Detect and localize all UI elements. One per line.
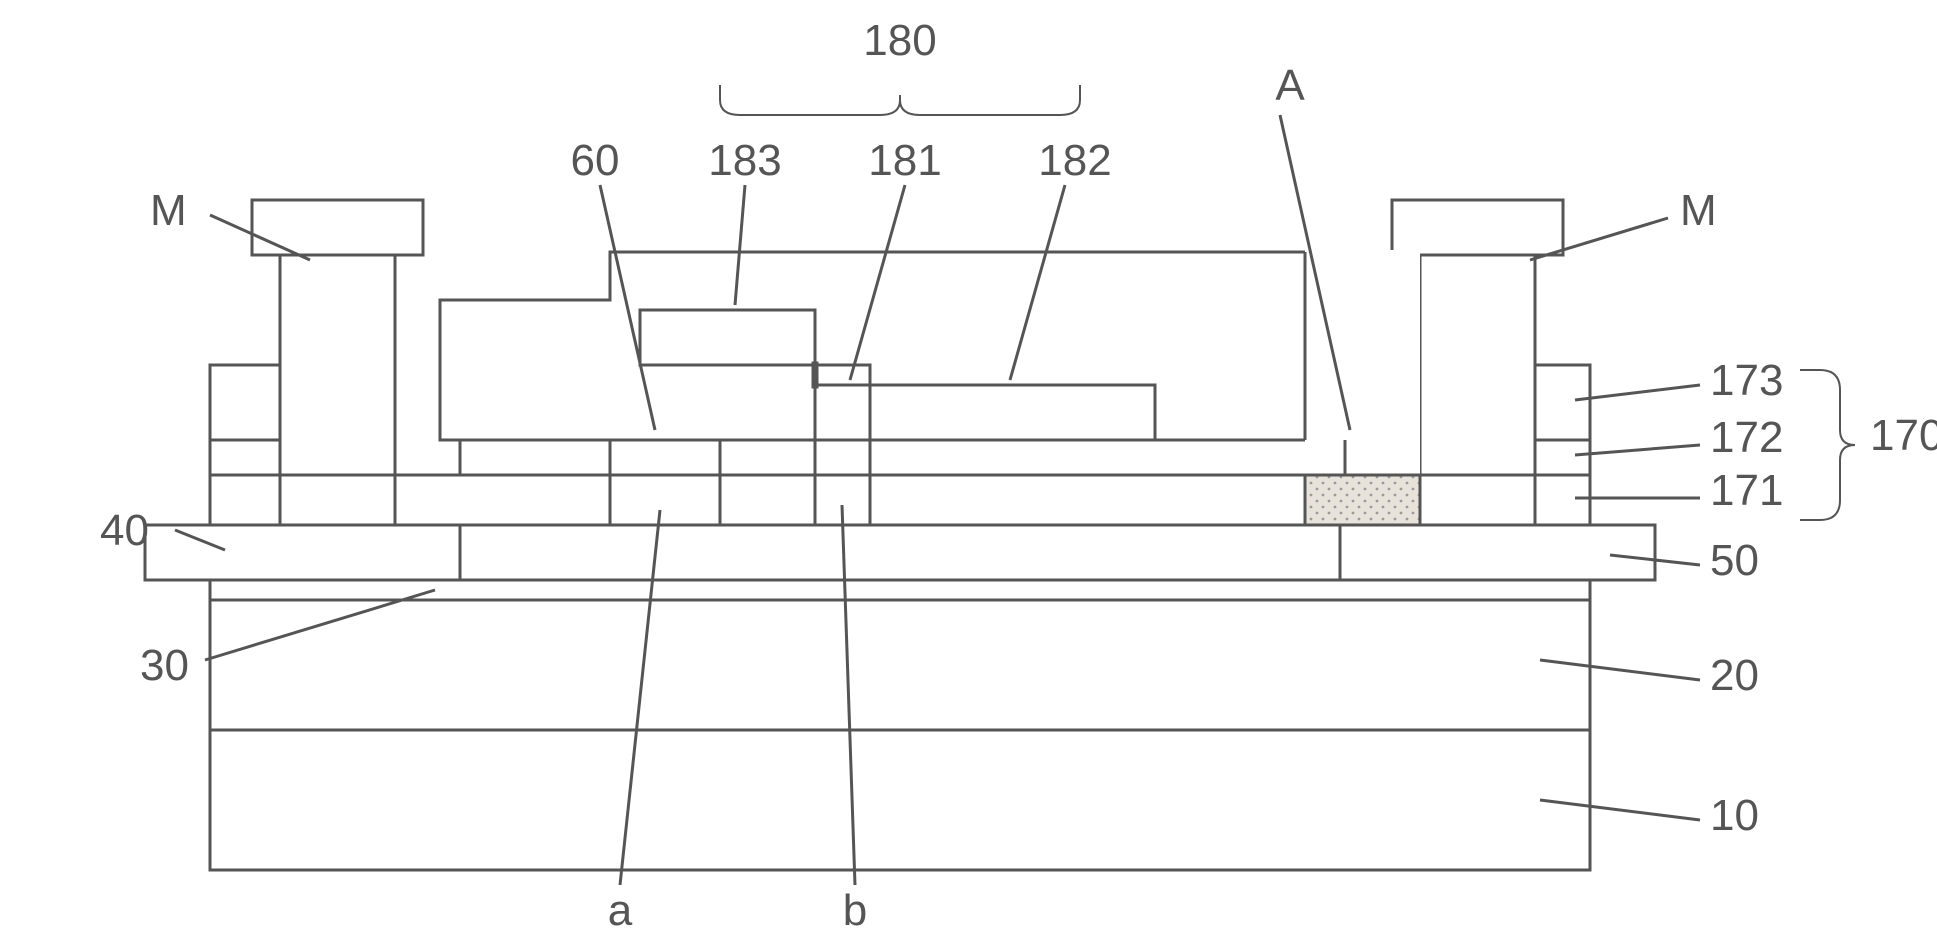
label-M-left: M (150, 186, 187, 235)
layer-10 (210, 730, 1590, 870)
bracket-170 (1800, 370, 1855, 520)
label-b: b (843, 886, 867, 931)
layer-50-left (145, 525, 460, 580)
label-A: A (1275, 61, 1305, 110)
layer-172-left-tab (210, 440, 280, 475)
label-173: 173 (1710, 356, 1783, 405)
label-20: 20 (1710, 651, 1759, 700)
label-10: 10 (1710, 791, 1759, 840)
label-60: 60 (571, 136, 620, 185)
brace-180 (720, 85, 1080, 115)
label-181: 181 (868, 136, 941, 185)
pillar-M-cap (1392, 200, 1563, 255)
label-180: 180 (863, 16, 936, 65)
pillar-M (1420, 255, 1535, 525)
layer-173-left-tab (210, 365, 280, 440)
layer-173-right-tab (1535, 365, 1590, 440)
label-40: 40 (100, 506, 149, 555)
layer-172-center (460, 440, 1345, 475)
label-182: 182 (1038, 136, 1111, 185)
element-182 (870, 385, 1155, 440)
element-181-stem (815, 365, 870, 475)
element-183 (640, 310, 815, 365)
label-183: 183 (708, 136, 781, 185)
label-171: 171 (1710, 466, 1783, 515)
element-181-down (815, 385, 870, 525)
element-60 (610, 440, 720, 525)
layer-172-right-tab (1535, 440, 1590, 475)
gap-A-mask1 (1305, 250, 1420, 440)
layer-20 (210, 600, 1590, 730)
label-172: 172 (1710, 413, 1783, 462)
layer-50-right (1340, 525, 1655, 580)
layer-173-center (440, 252, 1305, 440)
label-50: 50 (1710, 536, 1759, 585)
label-170: 170 (1870, 411, 1937, 460)
label-30: 30 (140, 641, 189, 690)
label-M-right: M (1680, 186, 1717, 235)
label-a: a (608, 886, 633, 931)
pillar-M (280, 255, 395, 525)
